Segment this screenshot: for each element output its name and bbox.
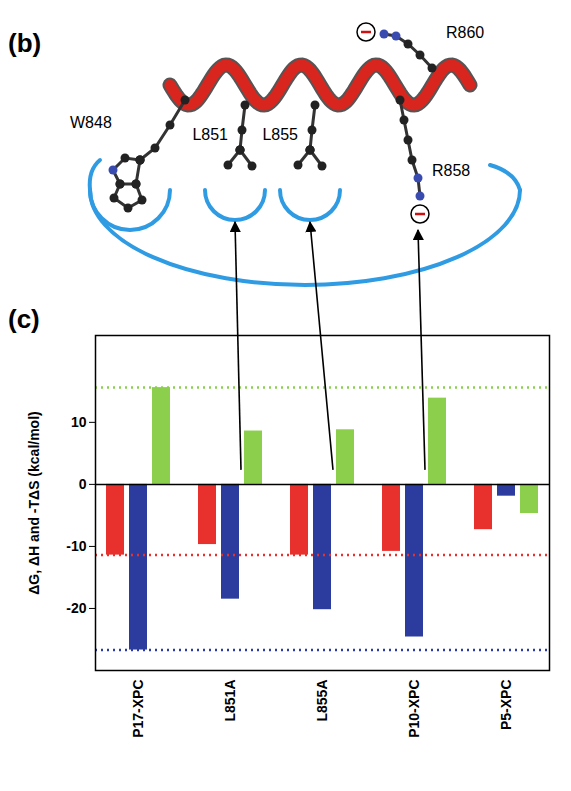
svg-text:P5-XPC: P5-XPC — [498, 680, 514, 731]
svg-text:L855: L855 — [262, 126, 298, 143]
svg-text:10: 10 — [71, 414, 87, 430]
svg-text:ΔG, ΔH and -TΔS (kcal/mol): ΔG, ΔH and -TΔS (kcal/mol) — [26, 411, 42, 594]
svg-text:L855A: L855A — [314, 680, 330, 722]
svg-text:P10-XPC: P10-XPC — [406, 680, 422, 738]
svg-text:-10: -10 — [66, 538, 86, 554]
svg-text:(c): (c) — [8, 304, 40, 334]
svg-text:R858: R858 — [432, 162, 470, 179]
svg-text:P17-XPC: P17-XPC — [130, 680, 146, 738]
svg-text:L851A: L851A — [222, 680, 238, 722]
svg-text:0: 0 — [79, 476, 87, 492]
svg-text:L851: L851 — [192, 126, 228, 143]
svg-text:R860: R860 — [446, 24, 484, 41]
svg-text:W848: W848 — [70, 114, 112, 131]
svg-text:-20: -20 — [66, 600, 86, 616]
svg-text:(b): (b) — [8, 28, 41, 58]
